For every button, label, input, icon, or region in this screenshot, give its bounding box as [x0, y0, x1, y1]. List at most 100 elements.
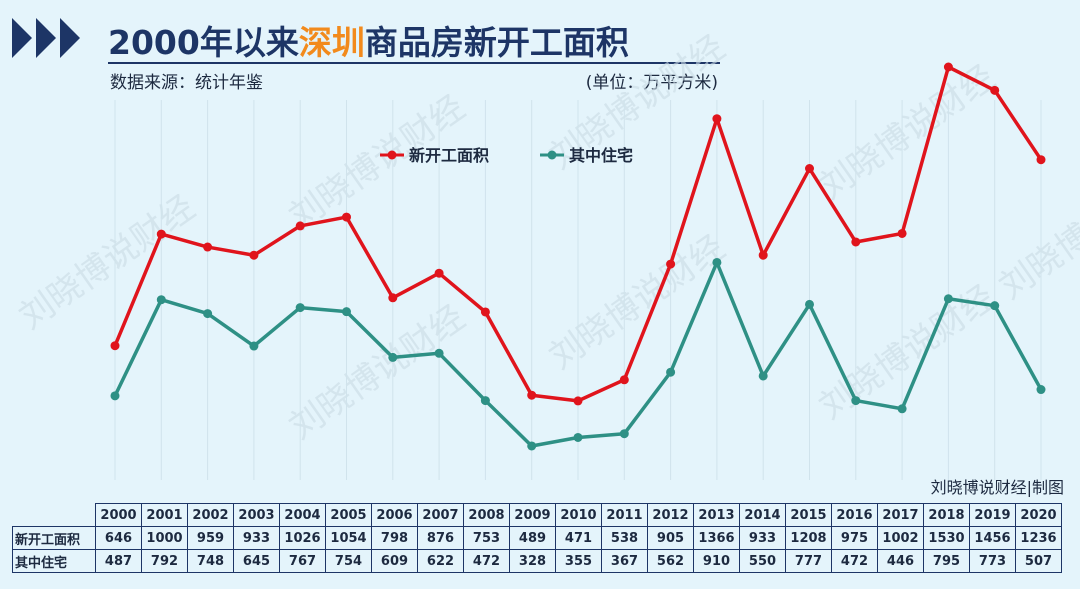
title-divider	[108, 62, 720, 64]
table-cell: 622	[417, 549, 464, 573]
table-cell: 471	[555, 526, 602, 550]
table-cell: 1000	[141, 526, 188, 550]
data-table: 2000 2001 2002 2003 2004 2005 2006 2007 2008 2009…	[12, 503, 1062, 573]
data-point	[434, 268, 444, 278]
data-point	[295, 221, 305, 231]
watermark: 刘晓博说财经	[812, 278, 1002, 428]
table-cell: 754	[325, 549, 372, 573]
data-point	[943, 294, 953, 304]
table-cell: 2011	[601, 503, 648, 527]
data-point	[712, 257, 722, 267]
table-cell: 2000	[95, 503, 142, 527]
table-cell: 367	[601, 549, 648, 573]
table-row: 新开工面积 646 1000 959 933 1026 1054 798 876 753 489 47…	[12, 526, 1062, 550]
table-cell: 645	[233, 549, 280, 573]
table-cell: 2015	[785, 503, 832, 527]
table-cell: 538	[601, 526, 648, 550]
data-point	[156, 295, 166, 305]
data-point	[110, 341, 120, 351]
data-point	[619, 429, 629, 439]
table-cell: 562	[647, 549, 694, 573]
table-cell: 1026	[279, 526, 326, 550]
data-point	[712, 114, 722, 124]
table-cell: 876	[417, 526, 464, 550]
table-cell: 910	[693, 549, 740, 573]
table-cell: 1236	[1015, 526, 1062, 550]
watermark: 刘晓博说财经	[992, 158, 1080, 308]
table-cell: 355	[555, 549, 602, 573]
table-cell: 2016	[831, 503, 878, 527]
data-point	[203, 242, 213, 252]
table-cell: 489	[509, 526, 556, 550]
data-point	[943, 62, 953, 72]
table-cell: 767	[279, 549, 326, 573]
data-point	[342, 212, 351, 222]
table-cell: 550	[739, 549, 786, 573]
table-cell: 1054	[325, 526, 372, 550]
data-point	[851, 237, 861, 247]
data-point	[990, 85, 1000, 95]
table-cell: 472	[463, 549, 510, 573]
data-point	[527, 390, 537, 400]
row-label	[12, 503, 96, 527]
data-point	[897, 404, 907, 414]
table-cell: 798	[371, 526, 418, 550]
table-cell: 472	[831, 549, 878, 573]
data-point	[666, 367, 676, 377]
table-cell: 446	[877, 549, 924, 573]
table-cell: 2012	[647, 503, 694, 527]
table-cell: 609	[371, 549, 418, 573]
data-point	[110, 391, 120, 401]
data-point	[758, 371, 768, 381]
table-cell: 975	[831, 526, 878, 550]
table-cell: 1530	[923, 526, 970, 550]
table-cell: 2013	[693, 503, 740, 527]
data-point	[480, 307, 490, 317]
table-cell: 487	[95, 549, 142, 573]
data-point	[897, 228, 907, 238]
table-cell: 2004	[279, 503, 326, 527]
table-cell: 2018	[923, 503, 970, 527]
data-point	[758, 250, 768, 260]
credit: 刘晓博说财经|制图	[930, 478, 1064, 497]
data-point	[619, 375, 629, 385]
unit-label: (单位：万平方米)	[585, 73, 718, 93]
data-source: 数据来源：统计年鉴	[110, 73, 263, 93]
table-cell: 959	[187, 526, 234, 550]
table-cell: 2014	[739, 503, 786, 527]
data-point	[573, 396, 583, 406]
table-cell: 2003	[233, 503, 280, 527]
table-cell: 2008	[463, 503, 510, 527]
chevron-icon	[60, 18, 80, 58]
table-cell: 748	[187, 549, 234, 573]
data-point	[342, 307, 351, 317]
data-point	[527, 441, 537, 451]
watermark: 刘晓博说财经	[542, 228, 732, 378]
data-point	[388, 293, 398, 303]
table-row: 2000 2001 2002 2003 2004 2005 2006 2007 2008 2009…	[12, 503, 1062, 527]
legend-label: 新开工面积	[409, 146, 489, 165]
data-point	[480, 396, 490, 406]
table-cell: 2002	[187, 503, 234, 527]
row-label: 其中住宅	[12, 549, 96, 573]
data-point	[1036, 385, 1046, 395]
table-cell: 905	[647, 526, 694, 550]
chevron-icon	[12, 18, 32, 58]
data-point	[666, 259, 676, 269]
chevron-icon	[36, 18, 56, 58]
data-point	[249, 250, 259, 260]
data-point	[1036, 155, 1046, 165]
table-cell: 777	[785, 549, 832, 573]
table-cell: 933	[233, 526, 280, 550]
table-cell: 933	[739, 526, 786, 550]
table-cell: 2017	[877, 503, 924, 527]
table-cell: 646	[95, 526, 142, 550]
table-cell: 753	[463, 526, 510, 550]
table-cell: 795	[923, 549, 970, 573]
table-cell: 1002	[877, 526, 924, 550]
chart-title: 2000年以来深圳商品房新开工面积	[108, 23, 629, 62]
table-cell: 1208	[785, 526, 832, 550]
watermark: 刘晓博说财经	[12, 188, 202, 338]
legend-marker	[547, 150, 557, 160]
